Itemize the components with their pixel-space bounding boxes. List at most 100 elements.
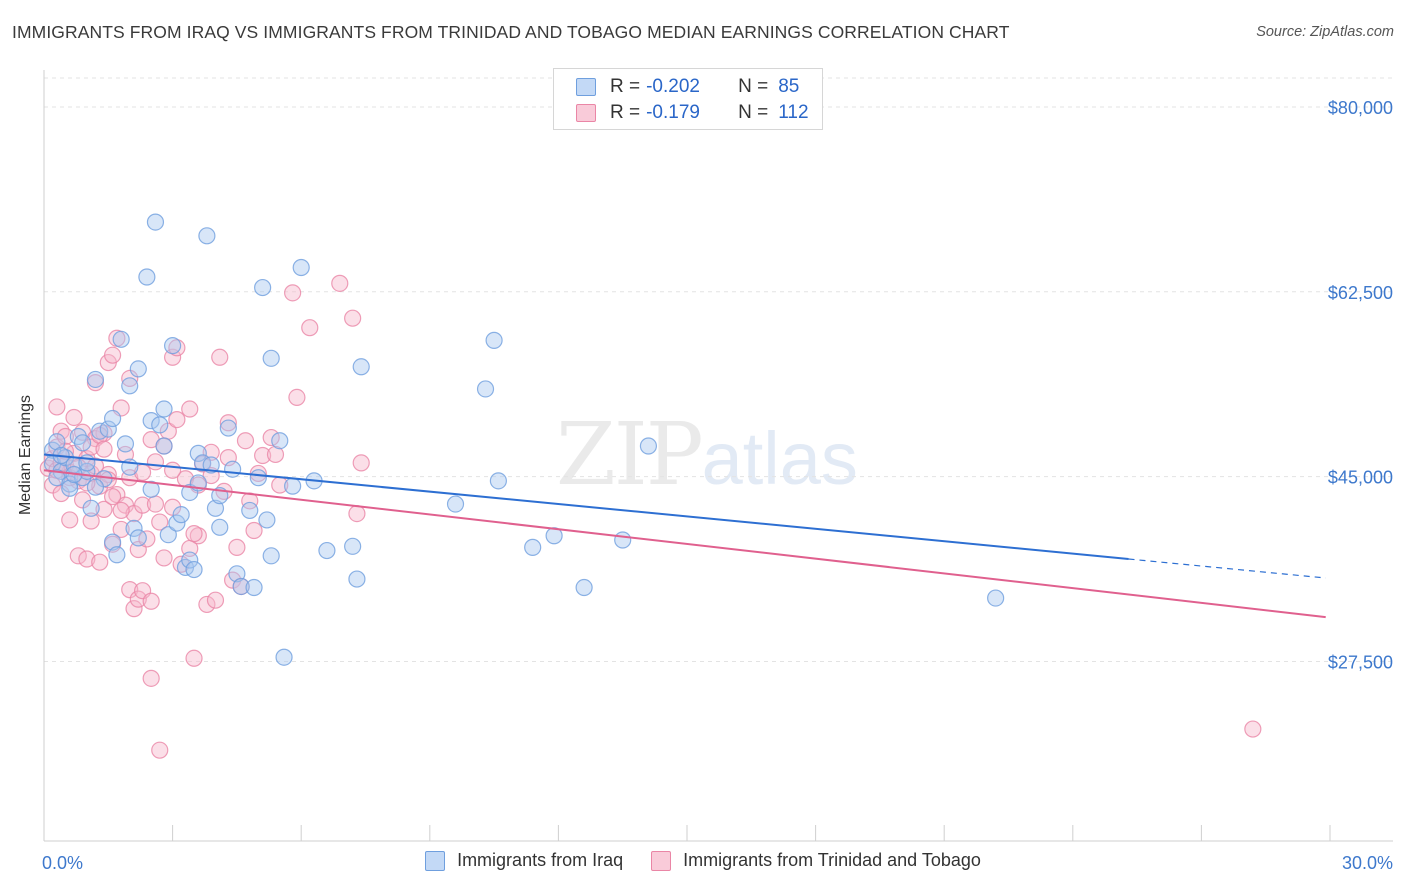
data-point-trinidad-tobago: [103, 488, 122, 506]
data-point-trinidad-tobago: [151, 513, 169, 531]
series-legend-label: Immigrants from Trinidad and Tobago: [683, 850, 981, 870]
data-point-trinidad-tobago: [344, 309, 362, 327]
data-point-trinidad-tobago: [146, 453, 165, 471]
series-swatch-iraq: [425, 850, 446, 871]
data-point-iraq: [146, 213, 165, 231]
data-point-iraq: [614, 531, 632, 549]
data-point-iraq: [262, 349, 280, 367]
trend-line-trinidad-tobago: [43, 469, 1326, 619]
data-point-trinidad-tobago: [151, 741, 169, 759]
data-point-iraq: [181, 551, 199, 569]
data-point-iraq: [352, 358, 370, 376]
data-point-trinidad-tobago: [206, 591, 225, 609]
data-point-trinidad-tobago: [112, 501, 130, 520]
data-point-iraq: [189, 444, 207, 462]
data-point-iraq: [138, 268, 156, 286]
data-point-iraq: [61, 479, 79, 497]
data-point-iraq: [476, 380, 495, 398]
data-point-trinidad-tobago: [185, 525, 203, 543]
legend-row-iraq: R = -0.202 N = 85: [576, 74, 799, 100]
x-tick-label: 0.0%: [42, 853, 83, 873]
trend-lines: [43, 453, 1326, 619]
data-point-trinidad-tobago: [129, 590, 147, 608]
data-point-iraq: [172, 506, 190, 524]
data-point-iraq: [344, 537, 362, 555]
legend-n-label: N =: [738, 76, 769, 97]
data-point-iraq: [206, 499, 225, 517]
watermark-atlas: atlas: [701, 417, 858, 500]
data-point-trinidad-tobago: [245, 521, 263, 540]
data-point-iraq: [575, 578, 593, 597]
legend-r-label: R =: [610, 102, 641, 123]
data-point-trinidad-tobago: [82, 438, 100, 456]
data-point-iraq: [181, 483, 199, 502]
data-point-iraq: [232, 577, 250, 596]
data-point-trinidad-tobago: [164, 348, 182, 366]
data-point-trinidad-tobago: [185, 649, 203, 667]
data-point-iraq: [142, 412, 160, 430]
series-legend-label: Immigrants from Iraq: [457, 850, 624, 870]
data-point-trinidad-tobago: [112, 520, 130, 539]
data-point-iraq: [219, 419, 237, 437]
watermark-zip: ZIP: [556, 405, 704, 505]
series-legend-item-iraq[interactable]: Immigrants from Iraq: [425, 850, 623, 871]
data-point-iraq: [241, 501, 259, 520]
y-tick-label: $45,000: [1328, 468, 1393, 488]
data-point-trinidad-tobago: [352, 454, 370, 472]
data-point-iraq: [224, 460, 242, 478]
data-point-trinidad-tobago: [142, 669, 160, 687]
source-credit: Source: ZipAtlas.com: [1256, 24, 1394, 40]
data-point-trinidad-tobago: [125, 600, 143, 618]
data-point-iraq: [202, 456, 220, 474]
data-point-iraq: [155, 400, 173, 418]
data-point-iraq: [48, 433, 66, 451]
data-point-trinidad-tobago: [91, 426, 109, 445]
data-point-trinidad-tobago: [301, 319, 319, 337]
data-point-trinidad-tobago: [65, 408, 83, 427]
y-tick-label: $27,500: [1328, 652, 1393, 672]
legend-r-value: -0.179: [646, 102, 700, 123]
data-point-iraq: [318, 541, 336, 560]
data-point-iraq: [86, 370, 105, 389]
data-point-iraq: [198, 227, 216, 245]
stats-legend: R = -0.202 N = 85 R = -0.179 N = 112: [553, 68, 823, 130]
trend-line-iraq-extension: [1128, 558, 1326, 579]
axes: [43, 70, 1393, 842]
series-swatch-trinidad-tobago: [651, 850, 672, 871]
chart-title: IMMIGRANTS FROM IRAQ VS IMMIGRANTS FROM …: [12, 22, 1010, 42]
data-point-iraq: [258, 511, 276, 529]
data-point-trinidad-tobago: [331, 274, 349, 292]
data-point-trinidad-tobago: [95, 440, 113, 458]
series-legend-item-trinidad-tobago[interactable]: Immigrants from Trinidad and Tobago: [651, 850, 981, 871]
data-point-trinidad-tobago: [198, 595, 216, 614]
data-point-iraq: [271, 432, 289, 450]
data-point-trinidad-tobago: [61, 511, 79, 529]
tick-labels: $27,500 $45,000 $62,500 $80,000 0.0% 30.0%: [42, 98, 1393, 873]
data-point-iraq: [275, 648, 293, 666]
data-point-trinidad-tobago: [228, 538, 246, 556]
data-point-iraq: [185, 560, 203, 579]
data-point-iraq: [129, 360, 147, 378]
data-point-iraq: [168, 514, 186, 532]
data-point-iraq: [86, 478, 105, 496]
data-point-trinidad-tobago: [284, 284, 302, 302]
data-point-iraq: [485, 331, 503, 349]
zipatlas-watermark: ZIPatlas: [556, 405, 858, 505]
data-point-trinidad-tobago: [121, 581, 139, 599]
data-point-trinidad-tobago: [146, 495, 165, 513]
legend-n-value: 112: [778, 102, 809, 123]
data-point-iraq: [116, 435, 135, 453]
data-point-trinidad-tobago: [138, 530, 156, 548]
data-point-iraq: [292, 258, 310, 277]
data-point-iraq: [142, 480, 160, 498]
data-point-trinidad-tobago: [1244, 720, 1262, 738]
data-point-iraq: [446, 495, 465, 513]
data-point-trinidad-tobago: [211, 348, 229, 366]
data-point-iraq: [987, 589, 1005, 607]
data-point-iraq: [639, 437, 658, 455]
data-point-iraq: [151, 416, 169, 434]
data-point-trinidad-tobago: [133, 496, 152, 514]
data-point-trinidad-tobago: [181, 400, 199, 418]
data-point-trinidad-tobago: [155, 549, 173, 567]
